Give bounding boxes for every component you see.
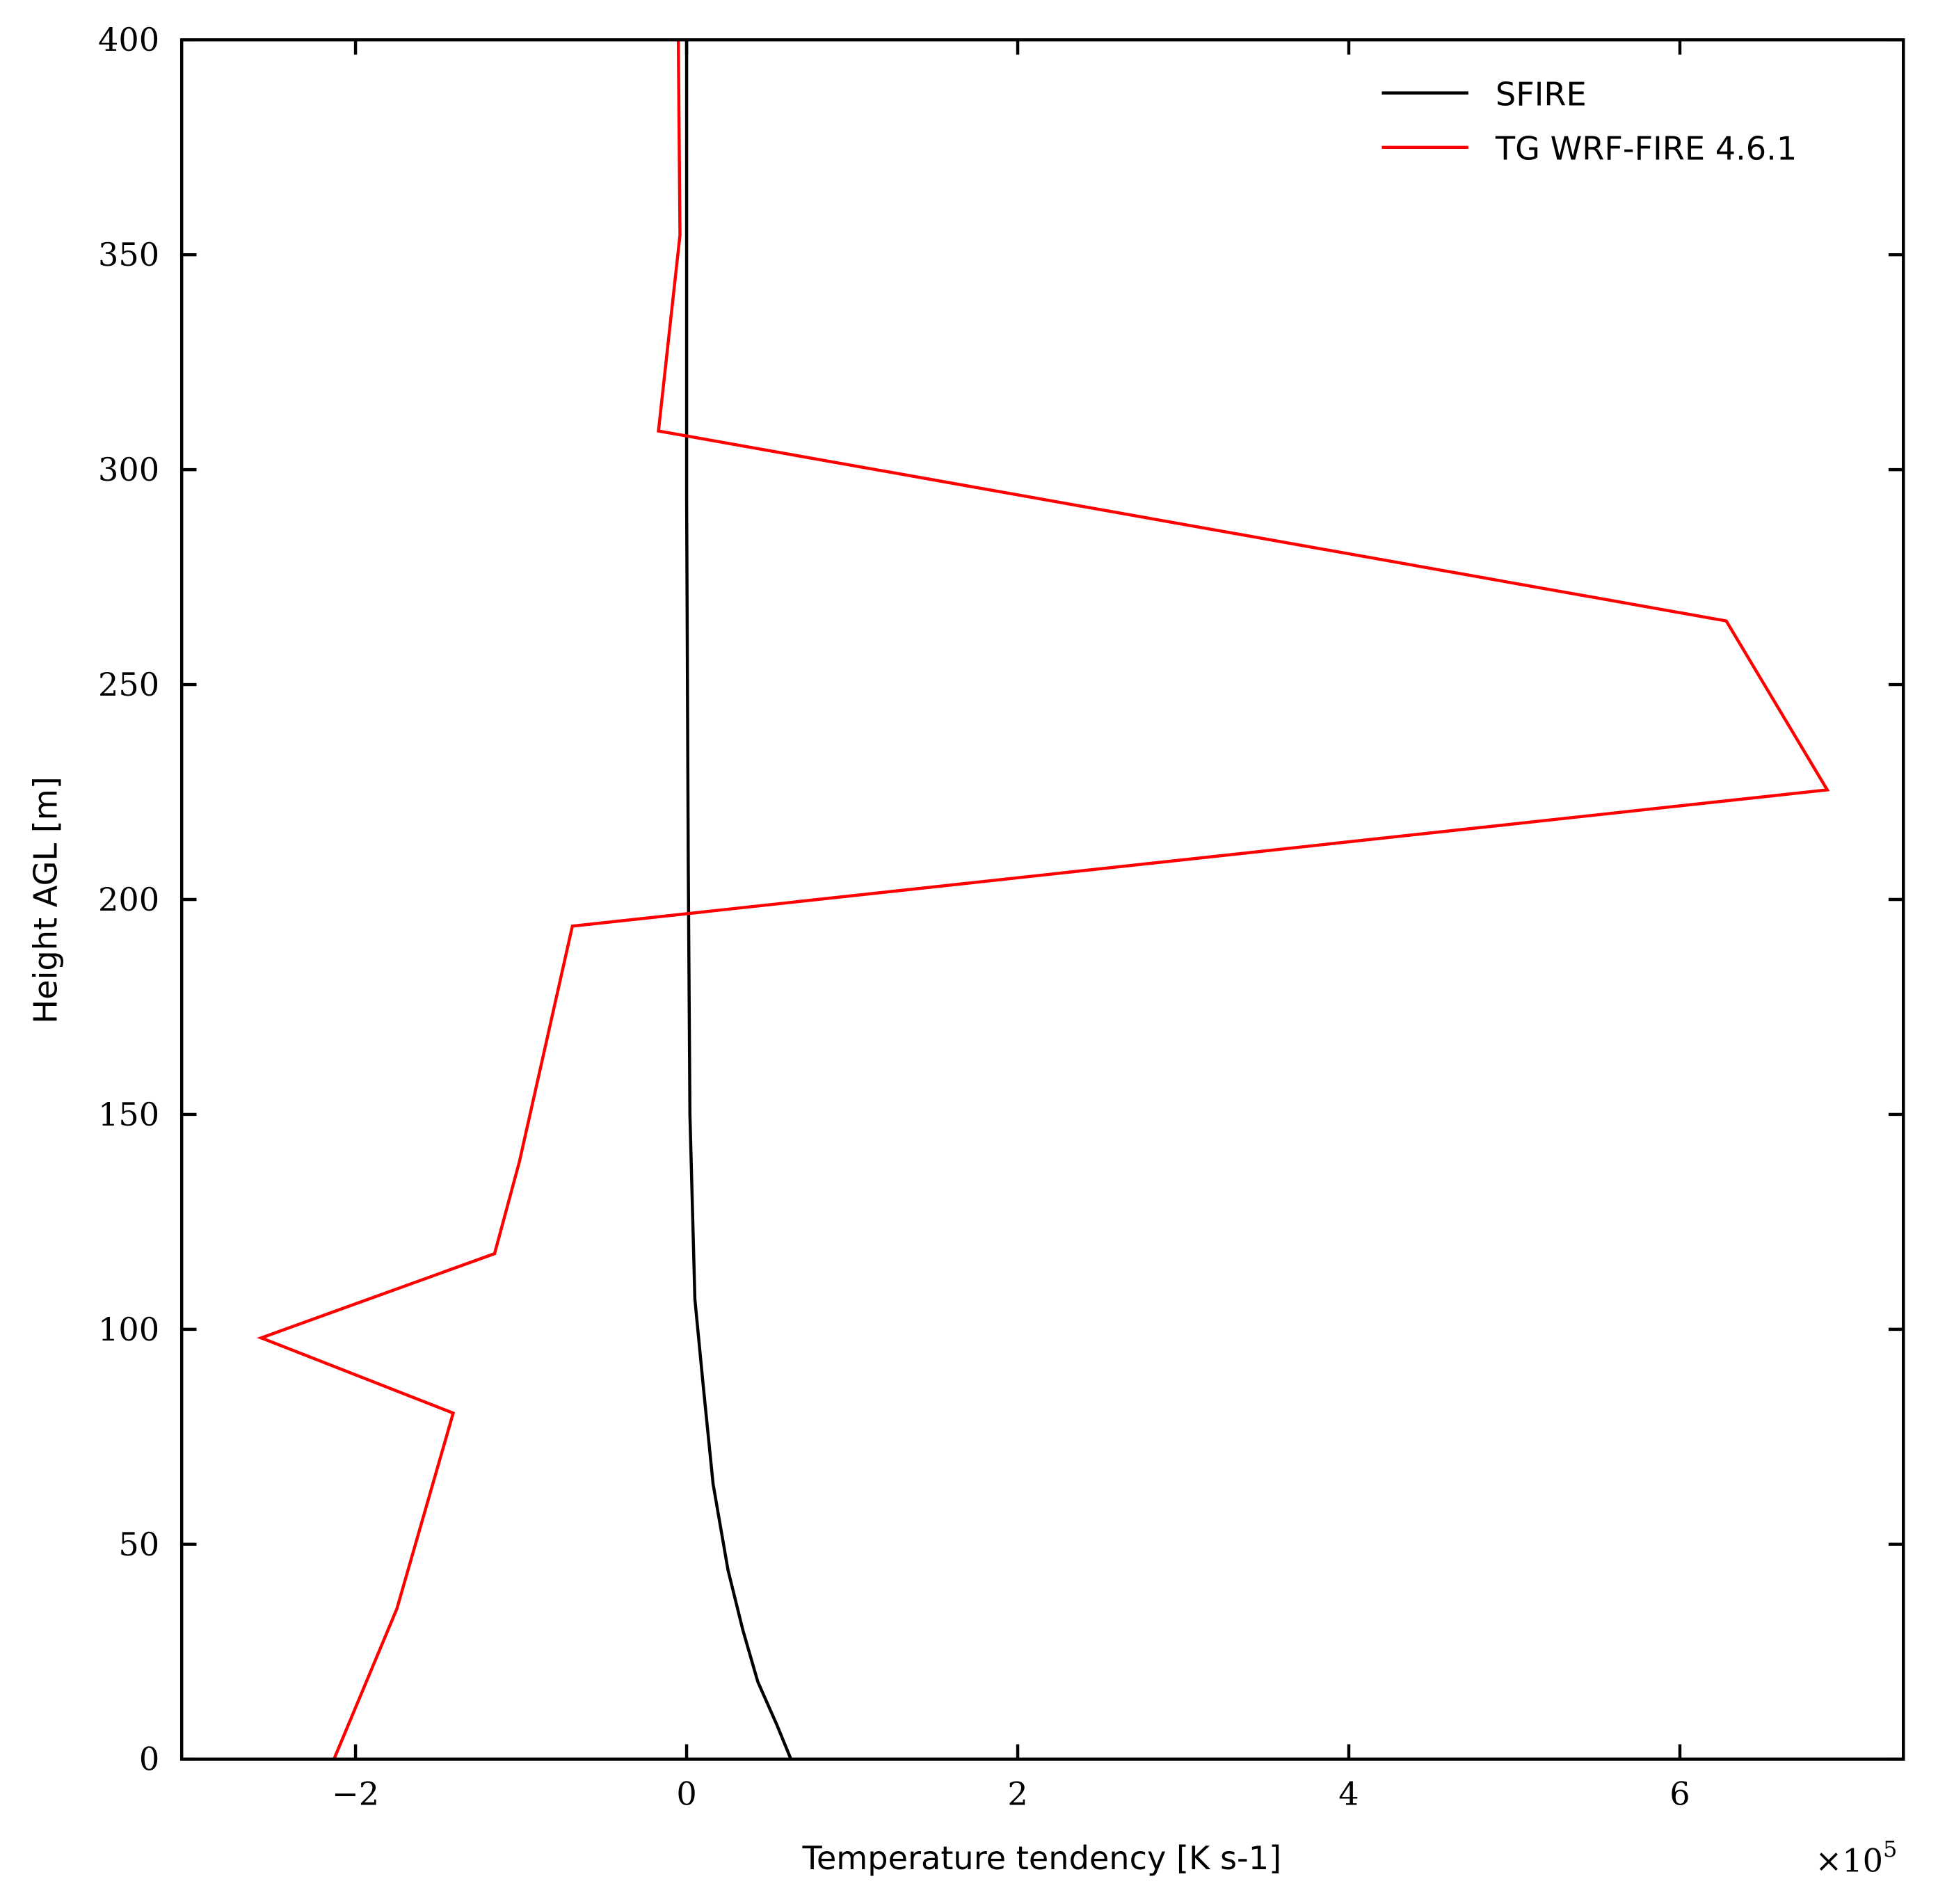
legend-label: TG WRF-FIRE 4.6.1 [1495,130,1797,168]
x-tick-label: 6 [1669,1775,1690,1812]
y-tick-label: 100 [98,1311,159,1348]
y-tick-label: 200 [98,881,159,918]
y-tick-label: 250 [98,666,159,703]
series-line [257,40,1830,1760]
x-offset-base: ×10 [1816,1841,1883,1879]
series-line [684,40,793,1760]
y-tick-label: 0 [139,1741,159,1778]
x-tick-label: −2 [332,1775,379,1812]
x-tick-label: 0 [676,1775,696,1812]
y-tick-label: 350 [98,236,159,273]
y-tick-label: 400 [98,21,159,58]
x-tick-label: 2 [1007,1775,1027,1812]
x-tick-label: 4 [1338,1775,1359,1812]
plot-frame [179,38,1905,1761]
x-axis-label: Temperature tendency [K s-1] [802,1839,1282,1877]
x-offset-exponent: 5 [1883,1836,1897,1862]
x-offset: ×105 [1816,1836,1898,1879]
y-tick-label: 300 [98,451,159,488]
legend-label: SFIRE [1496,75,1587,113]
y-tick-label: 150 [98,1096,159,1133]
y-tick-label: 50 [118,1526,159,1563]
y-axis-label: Height AGL [m] [27,776,65,1023]
